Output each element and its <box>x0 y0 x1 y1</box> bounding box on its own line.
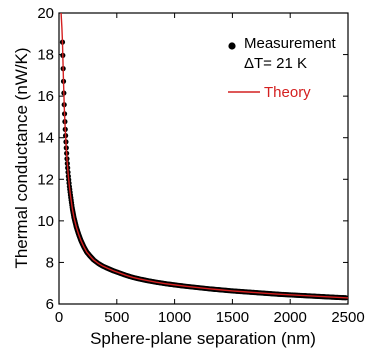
y-tick-label: 10 <box>37 213 54 230</box>
legend-measurement-marker <box>228 42 236 50</box>
y-axis-title: Thermal conductance (nW/K) <box>12 47 31 268</box>
theory-line <box>60 13 348 299</box>
y-axis: 6 8 10 12 14 16 18 20 <box>37 5 348 313</box>
legend-measurement-label: Measurement <box>244 35 337 52</box>
x-tick-label: 500 <box>104 309 129 326</box>
x-axis-title: Sphere-plane separation (nm) <box>90 329 316 348</box>
x-tick-label: 1500 <box>216 309 249 326</box>
y-tick-label: 18 <box>37 47 54 64</box>
y-tick-label: 20 <box>37 5 54 22</box>
x-tick-label: 0 <box>55 309 63 326</box>
legend: Measurement ΔT= 21 K Theory <box>228 35 337 101</box>
plot-frame <box>58 12 349 305</box>
y-tick-label: 16 <box>37 88 54 105</box>
legend-measurement-label-line2: ΔT= 21 K <box>244 55 307 72</box>
legend-theory-label: Theory <box>264 84 311 101</box>
y-tick-label: 8 <box>46 254 54 271</box>
y-tick-label: 6 <box>46 296 54 313</box>
x-tick-label: 2500 <box>331 309 364 326</box>
x-axis: 0 500 1000 1500 2000 2500 <box>55 13 365 326</box>
y-tick-label: 14 <box>37 130 54 147</box>
x-tick-label: 1000 <box>158 309 191 326</box>
measurement-series <box>59 39 348 301</box>
y-tick-label: 12 <box>37 171 54 188</box>
x-tick-label: 2000 <box>274 309 307 326</box>
